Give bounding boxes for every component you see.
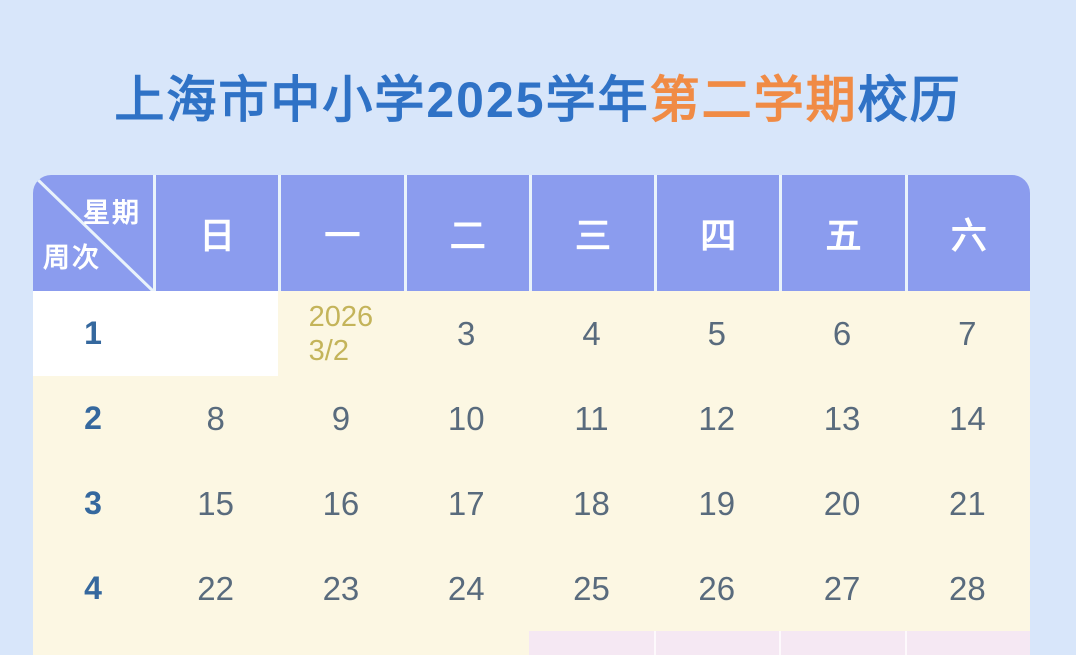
day-cell [278, 631, 404, 655]
first-day-date: 3/2 [308, 334, 349, 367]
day-header-fri: 五 [779, 175, 905, 291]
day-cell: 17 [403, 461, 529, 546]
corner-label-week: 周次 [43, 243, 101, 273]
day-cell: 8 [153, 376, 279, 461]
title-segment-school-year: 上海市中小学2025学年 [114, 72, 650, 128]
day-cell: 21 [904, 461, 1030, 546]
day-cell: 4 [528, 291, 655, 376]
day-cell-first-monday: 2026 3/2 [278, 291, 404, 376]
first-day-note: 2026 3/2 [309, 300, 374, 368]
day-cell: 3 [403, 291, 529, 376]
first-day-year: 2026 [308, 300, 374, 333]
week-row-5-partial [33, 631, 1030, 655]
week-row-2: 2 8 9 10 11 12 13 14 [33, 376, 1030, 461]
day-cell-next-month [779, 631, 905, 655]
title-segment-calendar: 校历 [857, 72, 962, 128]
calendar-table: 星期 周次 日 一 二 三 四 五 六 1 2026 3/2 3 4 5 6 7… [33, 175, 1030, 655]
day-cell: 19 [654, 461, 780, 546]
day-header-sun: 日 [153, 175, 279, 291]
day-header-thu: 四 [654, 175, 780, 291]
day-header-wed: 三 [528, 175, 655, 291]
day-cell: 12 [654, 376, 780, 461]
day-header-sat: 六 [904, 175, 1030, 291]
week-number: 3 [33, 461, 153, 546]
day-cell: 13 [779, 376, 905, 461]
week-number [33, 631, 153, 655]
title-segment-semester: 第二学期 [649, 72, 858, 128]
week-row-1: 1 2026 3/2 3 4 5 6 7 [33, 291, 1030, 376]
day-cell: 15 [153, 461, 279, 546]
day-cell: 26 [654, 546, 780, 631]
day-cell [403, 631, 529, 655]
week-number: 4 [33, 546, 153, 631]
day-cell: 10 [403, 376, 529, 461]
day-cell: 6 [779, 291, 905, 376]
day-cell: 7 [904, 291, 1030, 376]
corner-label-weekday: 星期 [83, 198, 141, 228]
day-cell: 18 [528, 461, 655, 546]
day-cell-next-month [904, 631, 1030, 655]
day-cell: 23 [278, 546, 404, 631]
week-number: 2 [33, 376, 153, 461]
day-cell: 16 [278, 461, 404, 546]
calendar-header-row: 星期 周次 日 一 二 三 四 五 六 [33, 175, 1030, 291]
day-cell: 27 [779, 546, 905, 631]
corner-cell: 星期 周次 [33, 175, 153, 291]
day-cell: 20 [779, 461, 905, 546]
day-cell: 24 [403, 546, 529, 631]
page-title: 上海市中小学2025学年第二学期校历 [0, 60, 1076, 132]
day-cell: 11 [528, 376, 655, 461]
day-header-mon: 一 [278, 175, 404, 291]
day-cell: 9 [278, 376, 404, 461]
diagonal-divider-icon [33, 175, 153, 291]
day-cell: 5 [654, 291, 780, 376]
week-row-4: 4 22 23 24 25 26 27 28 [33, 546, 1030, 631]
week-row-3: 3 15 16 17 18 19 20 21 [33, 461, 1030, 546]
day-header-tue: 二 [403, 175, 529, 291]
day-cell: 28 [904, 546, 1030, 631]
day-cell-empty [153, 291, 279, 376]
week-number: 1 [33, 291, 153, 376]
day-cell-next-month [528, 631, 655, 655]
day-cell [153, 631, 279, 655]
day-cell-next-month [654, 631, 780, 655]
day-cell: 14 [904, 376, 1030, 461]
day-cell: 22 [153, 546, 279, 631]
day-cell: 25 [528, 546, 655, 631]
